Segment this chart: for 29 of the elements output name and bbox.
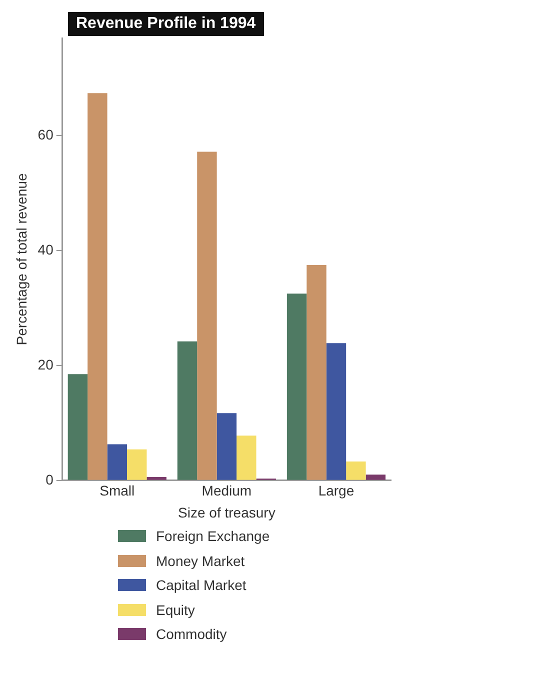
bar <box>216 413 237 480</box>
legend-label: Money Market <box>156 552 245 569</box>
bar <box>127 449 147 480</box>
y-axis-title: Percentage of total revenue <box>13 172 30 346</box>
x-tick-label: Large <box>318 482 354 499</box>
legend-label: Foreign Exchange <box>156 528 270 544</box>
legend-label: Commodity <box>156 626 227 642</box>
bar <box>346 461 366 480</box>
bar <box>146 476 166 480</box>
bar <box>68 374 88 480</box>
bar <box>236 436 256 480</box>
bar <box>197 152 217 480</box>
y-tick-label: 60 <box>38 126 54 143</box>
bar <box>88 93 108 480</box>
legend-label: Capital Market <box>156 577 246 594</box>
bar <box>306 264 326 480</box>
bar <box>366 474 386 480</box>
x-tick-label: Small <box>100 482 135 499</box>
legend-label: Equity <box>156 602 195 618</box>
x-tick-label: Medium <box>202 482 252 499</box>
y-tick-label: 0 <box>46 471 54 488</box>
chart-title: Revenue Profile in 1994 <box>68 12 264 36</box>
y-tick-label: 40 <box>38 241 54 258</box>
y-tick-label: 20 <box>38 356 54 372</box>
bar <box>177 341 198 480</box>
x-axis-title: Size of treasury <box>178 504 276 520</box>
bar <box>286 294 307 480</box>
bar <box>326 343 346 480</box>
bar <box>107 444 128 480</box>
